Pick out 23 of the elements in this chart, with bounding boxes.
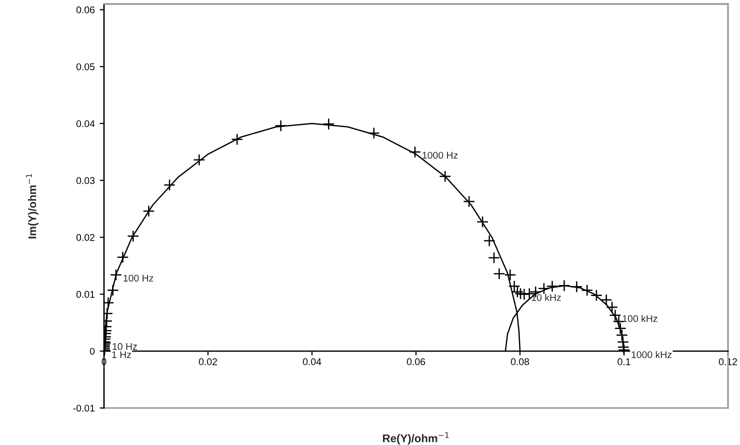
annotation: 1 Hz bbox=[112, 351, 131, 358]
y-tick-label: 0 bbox=[90, 348, 95, 355]
annotation: 10 Hz bbox=[112, 343, 137, 350]
x-tick-label: 0.04 bbox=[302, 358, 322, 366]
x-tick-label: 0.02 bbox=[198, 358, 217, 366]
y-tick-label: 0.04 bbox=[76, 120, 95, 128]
y-tick-label: 0.03 bbox=[76, 177, 95, 184]
y-tick-label: -0.01 bbox=[73, 404, 94, 412]
x-tick-label: 0.1 bbox=[618, 358, 630, 366]
y-axis-title: Im(Y)/ohm$^{−1}$ bbox=[26, 174, 38, 238]
x-tick-label: 0.08 bbox=[510, 358, 530, 366]
y-tick-label: 0.01 bbox=[76, 290, 94, 298]
x-tick-label: 0.06 bbox=[406, 358, 426, 366]
y-tick-label: 0.06 bbox=[76, 6, 95, 14]
annotation: 1000 kHz bbox=[632, 350, 672, 358]
annotation: 10 kHz bbox=[532, 294, 561, 301]
annotation: 100 kHz bbox=[622, 314, 658, 322]
annotation: 100 Hz bbox=[124, 274, 154, 282]
y-tick-label: 0.02 bbox=[76, 234, 94, 241]
annotation: 1000 Hz bbox=[422, 152, 458, 159]
x-axis-title: Re(Y)/ohm$^{−1}$ bbox=[383, 432, 449, 444]
y-tick-label: 0.05 bbox=[76, 63, 95, 70]
x-tick-label: 0.12 bbox=[718, 358, 737, 366]
